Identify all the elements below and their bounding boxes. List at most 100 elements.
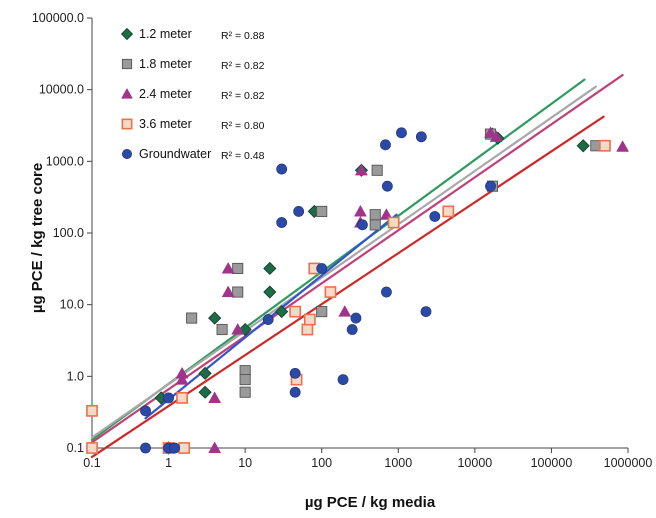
data-point-series-4 bbox=[276, 217, 288, 228]
legend-marker-3 bbox=[121, 118, 133, 130]
y-tick-label: 100.0 bbox=[53, 226, 84, 240]
data-point-series-2 bbox=[489, 130, 503, 142]
data-point-series-4 bbox=[276, 163, 288, 175]
data-points-layer bbox=[86, 126, 630, 455]
data-point-series-3 bbox=[86, 442, 98, 454]
x-tick-label: 100000 bbox=[531, 456, 573, 470]
data-point-series-4 bbox=[337, 374, 349, 386]
legend-label-4: Groundwater bbox=[139, 147, 211, 161]
x-tick-label: 1000000 bbox=[604, 456, 653, 470]
data-point-series-2 bbox=[353, 204, 367, 217]
x-tick-label: 1 bbox=[165, 456, 172, 470]
data-point-series-4 bbox=[429, 211, 441, 222]
y-tick-label: 10000.0 bbox=[39, 83, 84, 97]
data-point-series-4 bbox=[262, 314, 274, 325]
legend-r2-4: R² = 0.48 bbox=[221, 150, 265, 162]
legend-marker-0 bbox=[120, 27, 134, 41]
data-point-series-4 bbox=[415, 131, 427, 143]
data-point-series-4 bbox=[380, 139, 391, 151]
legend-r2-0: R² = 0.88 bbox=[221, 30, 265, 42]
data-point-series-3 bbox=[86, 404, 98, 417]
legend-label-0: 1.2 meter bbox=[139, 27, 192, 41]
data-point-series-3 bbox=[176, 392, 188, 404]
data-point-series-2 bbox=[484, 126, 497, 138]
legend-r2-2: R² = 0.82 bbox=[221, 90, 265, 102]
data-point-series-2 bbox=[221, 285, 235, 298]
data-point-series-4 bbox=[485, 180, 496, 192]
data-point-series-3 bbox=[289, 305, 302, 318]
legend-r2-1: R² = 0.82 bbox=[221, 60, 265, 72]
data-point-series-0 bbox=[263, 261, 277, 276]
x-tick-label: 0.1 bbox=[83, 456, 100, 470]
data-point-series-2 bbox=[175, 366, 189, 379]
data-point-series-0 bbox=[198, 366, 212, 380]
data-point-series-1 bbox=[316, 306, 328, 318]
data-point-series-1 bbox=[316, 205, 328, 217]
data-point-series-1 bbox=[216, 323, 228, 336]
y-axis-title: µg PCE / kg tree core bbox=[29, 163, 46, 313]
data-point-series-2 bbox=[175, 373, 189, 385]
data-point-series-2 bbox=[208, 391, 222, 403]
legend-label-1: 1.8 meter bbox=[139, 57, 192, 71]
data-point-series-2 bbox=[338, 305, 352, 317]
legend-marker-2 bbox=[121, 87, 133, 99]
data-point-series-4 bbox=[140, 405, 151, 417]
data-point-series-0 bbox=[263, 285, 277, 299]
data-point-series-3 bbox=[303, 313, 316, 326]
x-axis-title: µg PCE / kg media bbox=[305, 494, 436, 511]
y-tick-label: 0.1 bbox=[67, 441, 84, 455]
data-point-series-2 bbox=[231, 323, 245, 335]
data-point-series-0 bbox=[198, 385, 212, 399]
data-point-series-1 bbox=[239, 386, 251, 398]
legend-r2-3: R² = 0.80 bbox=[221, 120, 265, 132]
legend-marker-4 bbox=[122, 149, 132, 159]
data-point-series-2 bbox=[208, 441, 222, 454]
legend-label-2: 2.4 meter bbox=[139, 87, 192, 101]
x-tick-label: 100 bbox=[311, 456, 332, 470]
data-point-series-4 bbox=[289, 386, 301, 398]
data-point-series-3 bbox=[178, 442, 191, 454]
data-point-series-1 bbox=[186, 312, 198, 324]
legend-label-3: 3.6 meter bbox=[139, 117, 192, 131]
data-point-series-4 bbox=[169, 442, 181, 454]
trend-line-3 bbox=[90, 115, 605, 459]
data-point-series-3 bbox=[599, 139, 611, 152]
x-tick-label: 1000 bbox=[384, 456, 412, 470]
legend-marker-1 bbox=[121, 58, 133, 70]
data-point-series-4 bbox=[350, 312, 362, 324]
data-point-series-4 bbox=[163, 392, 174, 404]
data-point-series-1 bbox=[232, 262, 244, 275]
data-point-series-4 bbox=[289, 367, 301, 379]
data-point-series-3 bbox=[301, 323, 314, 336]
data-point-series-4 bbox=[140, 442, 151, 454]
data-point-series-3 bbox=[387, 216, 400, 229]
x-tick-label: 10000 bbox=[457, 456, 492, 470]
x-tick-label: 10 bbox=[238, 456, 252, 470]
data-point-series-4 bbox=[396, 127, 407, 139]
data-point-series-2 bbox=[221, 261, 235, 274]
data-point-series-4 bbox=[357, 219, 368, 231]
y-tick-label: 1000.0 bbox=[46, 154, 84, 168]
data-point-series-0 bbox=[576, 139, 590, 153]
data-point-series-2 bbox=[616, 140, 630, 152]
data-point-series-4 bbox=[346, 324, 358, 335]
data-point-series-0 bbox=[208, 311, 222, 325]
data-point-series-4 bbox=[293, 206, 305, 217]
data-point-series-0 bbox=[275, 305, 289, 319]
data-point-series-4 bbox=[316, 263, 328, 274]
data-point-series-4 bbox=[381, 286, 392, 298]
y-tick-label: 1.0 bbox=[67, 369, 84, 383]
data-point-series-3 bbox=[324, 286, 337, 298]
legend: 1.2 meter R² = 0.88 1.8 meter R² = 0.82 2.4 … bbox=[120, 27, 265, 162]
data-point-series-4 bbox=[420, 306, 432, 318]
y-tick-label: 10.0 bbox=[60, 298, 84, 312]
data-point-series-2 bbox=[354, 163, 368, 176]
data-point-series-1 bbox=[232, 286, 244, 298]
data-point-series-4 bbox=[381, 180, 393, 192]
data-point-series-1 bbox=[371, 164, 383, 176]
axes-layer: 0.1 1 10 100 1000 10000 100000 1000000 0.1 1.0 10.… bbox=[32, 11, 653, 470]
data-point-series-1 bbox=[369, 209, 381, 221]
data-point-series-3 bbox=[442, 205, 455, 218]
data-point-series-1 bbox=[369, 219, 381, 231]
